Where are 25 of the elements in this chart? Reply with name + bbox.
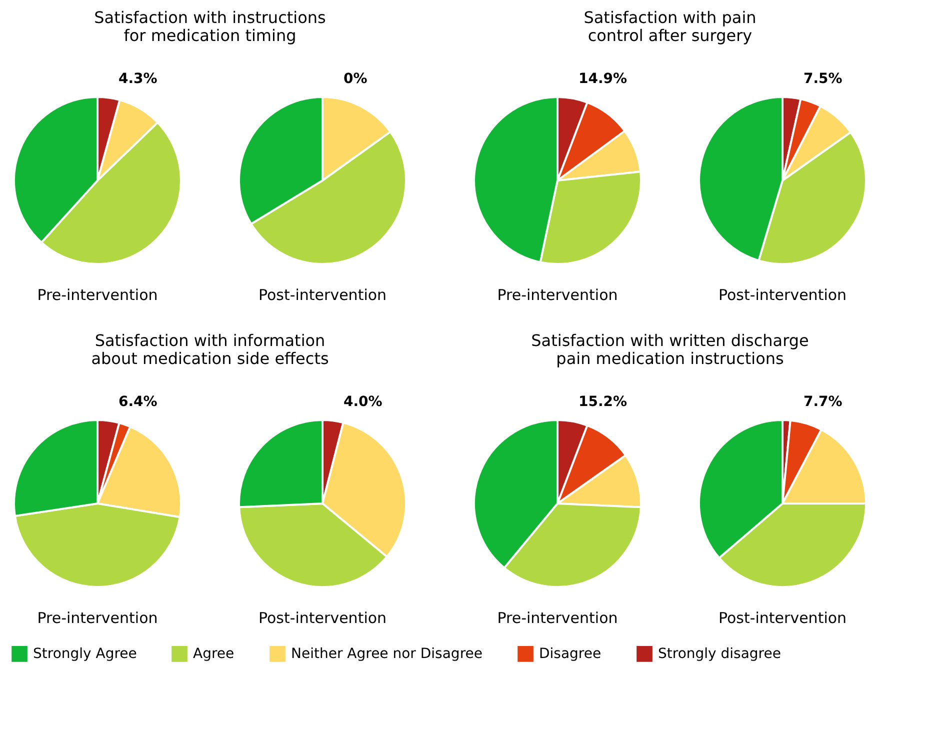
text: 4.0% (344, 394, 382, 410)
text: Pre-intervention (497, 286, 618, 304)
text: Pre-intervention (37, 286, 158, 304)
legend-label: Agree (193, 646, 234, 662)
text: 6.4% (118, 394, 158, 410)
text: Post-intervention (718, 286, 847, 304)
legend-label: Strongly Agree (33, 646, 137, 662)
chart-title: Satisfaction with instructions for medication timing (94, 8, 326, 45)
text: 14.9% (578, 71, 628, 87)
text: Post-intervention (718, 609, 847, 627)
text: Pre-intervention (497, 609, 618, 627)
text: 7.5% (804, 71, 842, 87)
chart-title: Satisfaction with information about medication side effects (91, 331, 329, 368)
text: 0% (344, 71, 368, 87)
text: 4.3% (118, 71, 158, 87)
text: Post-intervention (258, 609, 387, 627)
text: 15.2% (578, 394, 628, 410)
legend-label: Strongly disagree (658, 646, 781, 662)
text: Pre-intervention (37, 609, 158, 627)
chart-title: Satisfaction with pain control after surgery (584, 8, 756, 45)
text: Post-intervention (258, 286, 387, 304)
text: 7.7% (804, 394, 842, 410)
chart-title: Satisfaction with written discharge pain medication instructions (531, 331, 809, 368)
legend-label: Disagree (539, 646, 602, 662)
legend-label: Neither Agree nor Disagree (291, 646, 482, 662)
